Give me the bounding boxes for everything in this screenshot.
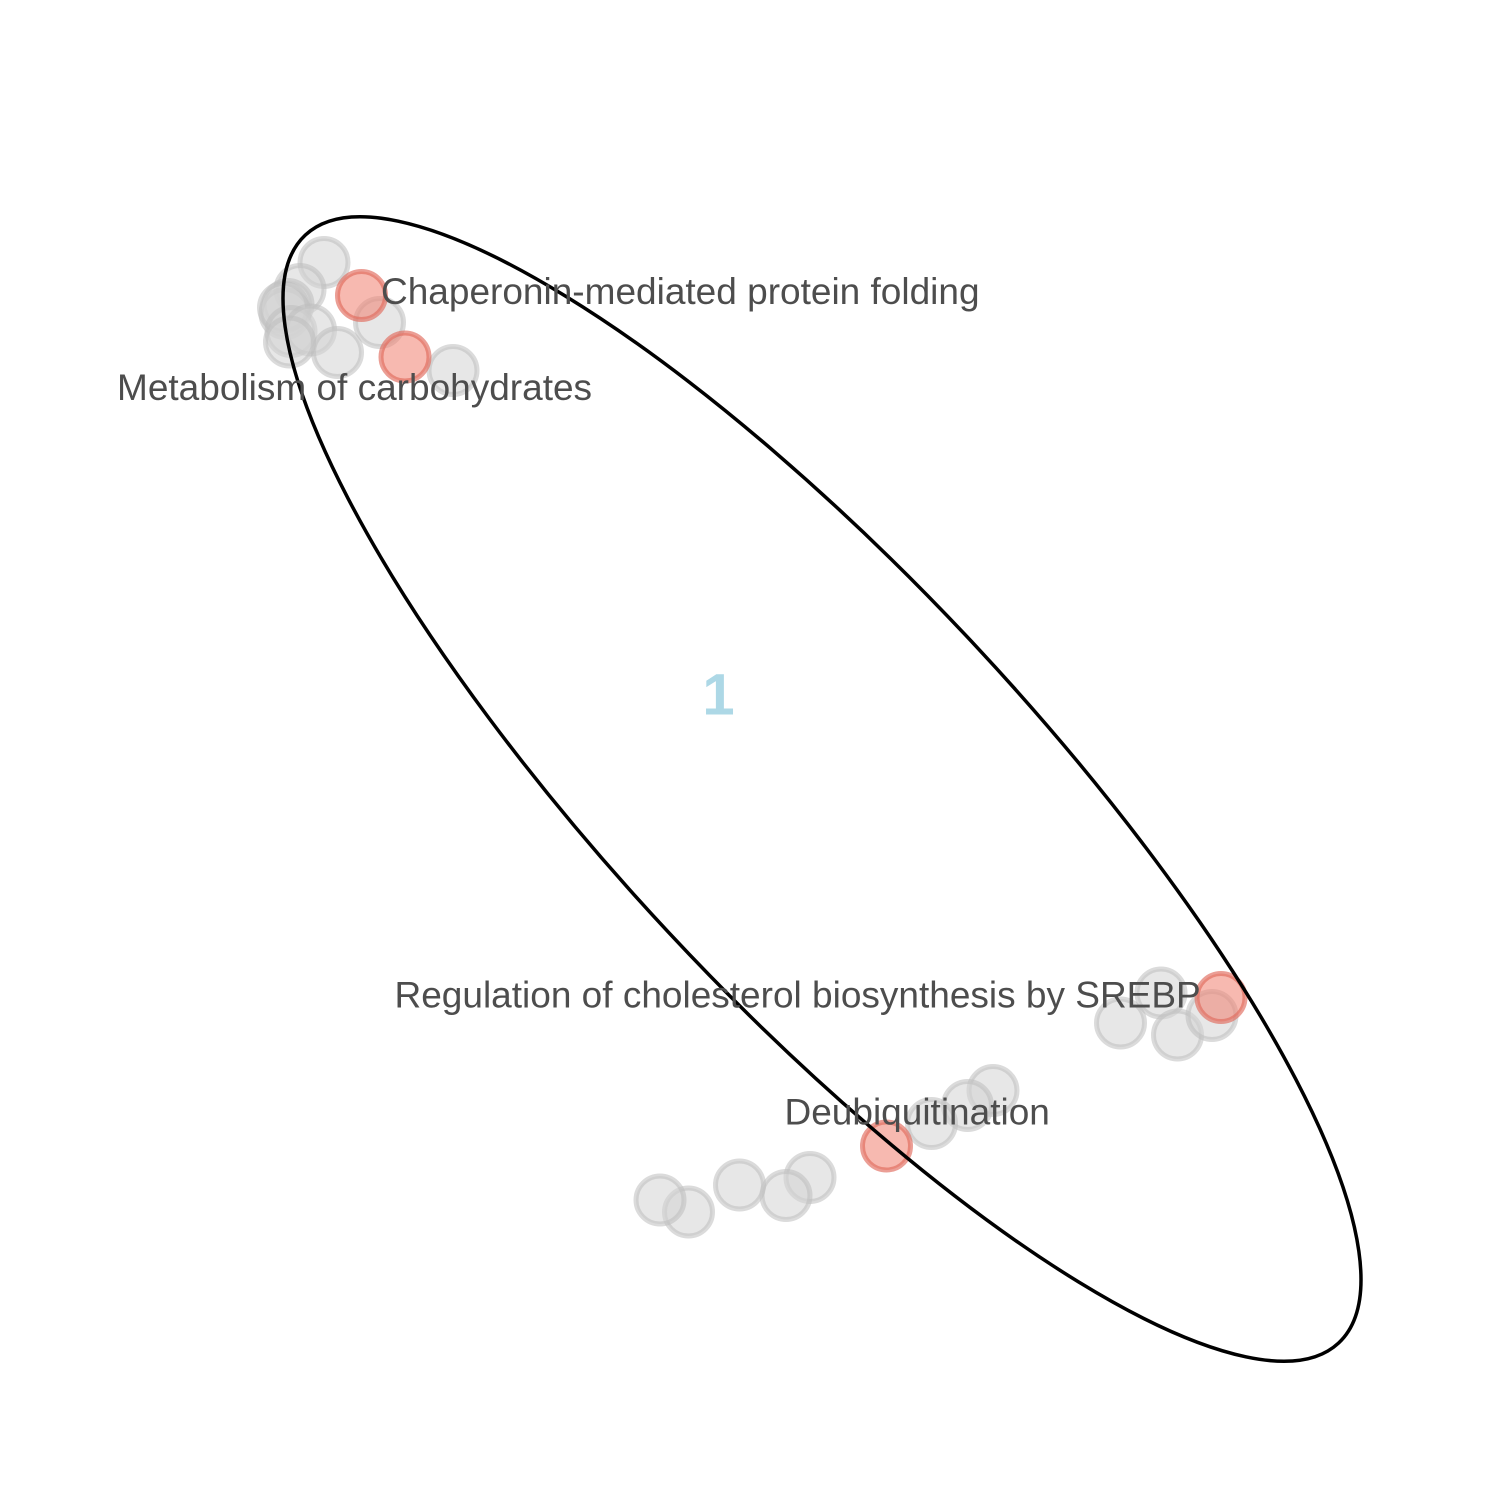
point-label-3: Deubiquitination (785, 1091, 1050, 1132)
point-label-2: Regulation of cholesterol biosynthesis b… (395, 974, 1201, 1015)
data-point-22 (636, 1176, 684, 1224)
data-point-19 (762, 1172, 810, 1220)
data-point-20 (716, 1161, 764, 1209)
point-label-1: Metabolism of carbohydrates (117, 367, 592, 408)
point-label-0: Chaperonin-mediated protein folding (381, 271, 980, 312)
cluster-label-0: 1 (702, 662, 734, 727)
highlighted-point-0 (338, 272, 386, 320)
